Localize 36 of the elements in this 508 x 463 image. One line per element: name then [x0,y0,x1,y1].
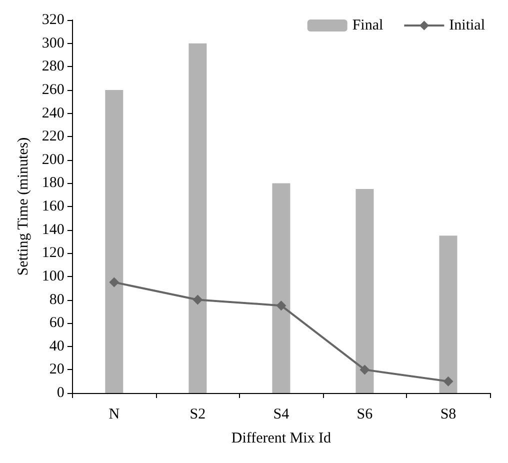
y-tick-label: 100 [42,268,64,284]
x-tick-label: S8 [440,406,456,422]
point [360,364,370,375]
bar [105,90,124,393]
bar [272,183,290,393]
point [109,277,120,288]
y-tick-label: 120 [42,245,64,262]
point [276,300,286,311]
y-tick-label: 320 [42,12,64,28]
bar [439,236,458,393]
y-tick-label: 0 [56,385,64,401]
y-tick-label: 260 [42,82,64,98]
x-tick-label: S6 [356,406,374,422]
y-tick-label: 140 [42,222,64,238]
x-tick-label: N [108,406,120,422]
y-tick-label: 20 [49,362,64,378]
y-tick-label: 80 [49,292,64,308]
y-tick-label: 160 [42,198,64,214]
legend-label: Final [352,18,384,34]
y-tick-label: 300 [42,35,64,52]
y-tick-label: 220 [42,128,64,145]
point [443,376,454,386]
x-tick-label: S4 [273,406,290,422]
x-axis-title: Different Mix Id [231,430,332,446]
y-tick-label: 280 [42,58,64,75]
legend-label: Initial [449,18,486,34]
y-tick-label: 240 [42,105,64,122]
y-tick-label: 60 [49,315,64,332]
y-tick-label: 180 [42,175,64,192]
point [192,294,203,305]
bar [188,43,207,393]
x-tick-label: S2 [190,406,206,422]
y-tick-label: 200 [42,152,64,168]
y-axis-title: Setting Time (minutes) [16,137,32,276]
y-tick-label: 40 [49,338,64,354]
bar [356,189,374,393]
